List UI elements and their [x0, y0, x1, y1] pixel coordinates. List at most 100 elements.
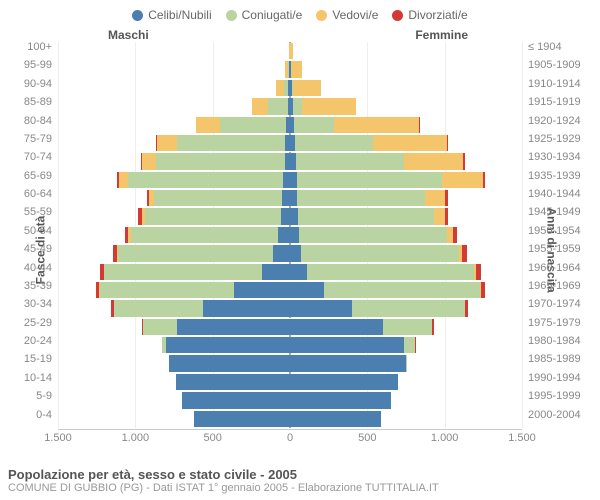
birth-year-label: 1995-1999	[522, 391, 600, 402]
bar-segment	[203, 300, 290, 316]
bar-segment	[404, 153, 463, 169]
plot-area: 100+≤ 190495-991905-190990-941910-191485…	[58, 42, 522, 428]
pyramid-row: 10-141990-1994	[58, 373, 522, 391]
bar-half-right	[290, 208, 522, 224]
bar-segment	[128, 172, 283, 188]
pyramid-row: 50-541950-1954	[58, 226, 522, 244]
bar-segment	[419, 117, 420, 133]
bar-half-left	[58, 227, 290, 243]
chart-subtitle: COMUNE DI GUBBIO (PG) - Dati ISTAT 1° ge…	[8, 482, 592, 494]
x-tick-label: 500	[203, 432, 221, 444]
pyramid-row: 60-641940-1944	[58, 189, 522, 207]
bar-segment	[483, 172, 485, 188]
bar-area	[58, 98, 522, 114]
bar-segment	[268, 98, 288, 114]
age-label: 15-19	[0, 354, 58, 365]
bar-segment	[176, 374, 290, 390]
bar-half-right	[290, 337, 522, 353]
bar-segment	[177, 319, 290, 335]
pyramid-row: 5-91995-1999	[58, 391, 522, 409]
bar-half-left	[58, 135, 290, 151]
bar-half-left	[58, 61, 290, 77]
bar-segment	[282, 190, 290, 206]
bar-segment	[142, 153, 156, 169]
pyramid-row: 75-791925-1929	[58, 134, 522, 152]
legend: Celibi/Nubili Coniugati/e Vedovi/e Divorzia…	[0, 0, 600, 26]
bar-half-right	[290, 245, 522, 261]
birth-year-label: 2000-2004	[522, 410, 600, 421]
birth-year-label: 1940-1944	[522, 189, 600, 200]
bar-segment	[156, 153, 284, 169]
legend-swatch	[132, 10, 143, 21]
bar-area	[58, 264, 522, 280]
bar-segment	[252, 98, 267, 114]
left-group-label: Maschi	[108, 28, 149, 42]
pyramid-row: 35-391965-1969	[58, 281, 522, 299]
bar-segment	[447, 135, 448, 151]
bar-segment	[290, 374, 398, 390]
age-label: 80-84	[0, 116, 58, 127]
bar-area	[58, 337, 522, 353]
bar-area	[58, 392, 522, 408]
pyramid-row: 55-591945-1949	[58, 207, 522, 225]
bar-segment	[301, 245, 459, 261]
bar-segment	[290, 300, 352, 316]
pyramid-row: 95-991905-1909	[58, 60, 522, 78]
birth-year-label: 1930-1934	[522, 152, 600, 163]
pyramid-row: 45-491955-1959	[58, 244, 522, 262]
x-tick-label: 1.000	[122, 432, 150, 444]
right-group-label: Femmine	[415, 28, 468, 42]
bar-segment	[196, 117, 219, 133]
bar-segment	[278, 227, 290, 243]
bar-segment	[463, 153, 465, 169]
bar-half-right	[290, 300, 522, 316]
legend-label: Divorziati/e	[408, 8, 467, 22]
bar-segment	[157, 135, 177, 151]
legend-item: Vedovi/e	[316, 8, 378, 22]
age-label: 10-14	[0, 373, 58, 384]
bar-segment	[290, 245, 301, 261]
bar-area	[58, 245, 522, 261]
bar-segment	[273, 245, 290, 261]
bar-segment	[220, 117, 287, 133]
legend-label: Celibi/Nubili	[148, 8, 211, 22]
bar-area	[58, 190, 522, 206]
bar-area	[58, 172, 522, 188]
bar-half-left	[58, 172, 290, 188]
bar-half-left	[58, 337, 290, 353]
bar-segment	[481, 282, 485, 298]
age-label: 55-59	[0, 207, 58, 218]
legend-item: Coniugati/e	[226, 8, 303, 22]
bar-segment	[182, 392, 290, 408]
pyramid-row: 70-741930-1934	[58, 152, 522, 170]
pyramid-row: 100+≤ 1904	[58, 42, 522, 60]
bar-segment	[194, 411, 290, 427]
legend-swatch	[316, 10, 327, 21]
bar-segment	[262, 264, 290, 280]
bar-segment	[297, 190, 425, 206]
x-tick-label: 500	[358, 432, 376, 444]
bar-segment	[302, 98, 356, 114]
bar-half-left	[58, 264, 290, 280]
pyramid-row: 65-691935-1939	[58, 171, 522, 189]
bar-area	[58, 153, 522, 169]
bar-half-left	[58, 245, 290, 261]
bar-segment	[442, 172, 482, 188]
bar-half-right	[290, 43, 522, 59]
bar-half-left	[58, 43, 290, 59]
bar-segment	[234, 282, 290, 298]
bar-area	[58, 355, 522, 371]
birth-year-label: 1990-1994	[522, 373, 600, 384]
bar-half-right	[290, 117, 522, 133]
bar-area	[58, 374, 522, 390]
pyramid-row: 30-341970-1974	[58, 299, 522, 317]
bar-half-left	[58, 117, 290, 133]
bar-segment	[299, 227, 447, 243]
bar-segment	[307, 264, 474, 280]
bar-area	[58, 300, 522, 316]
bar-half-left	[58, 80, 290, 96]
bar-segment	[293, 98, 302, 114]
bar-segment	[283, 172, 290, 188]
birth-year-label: 1970-1974	[522, 299, 600, 310]
legend-label: Vedovi/e	[332, 8, 378, 22]
